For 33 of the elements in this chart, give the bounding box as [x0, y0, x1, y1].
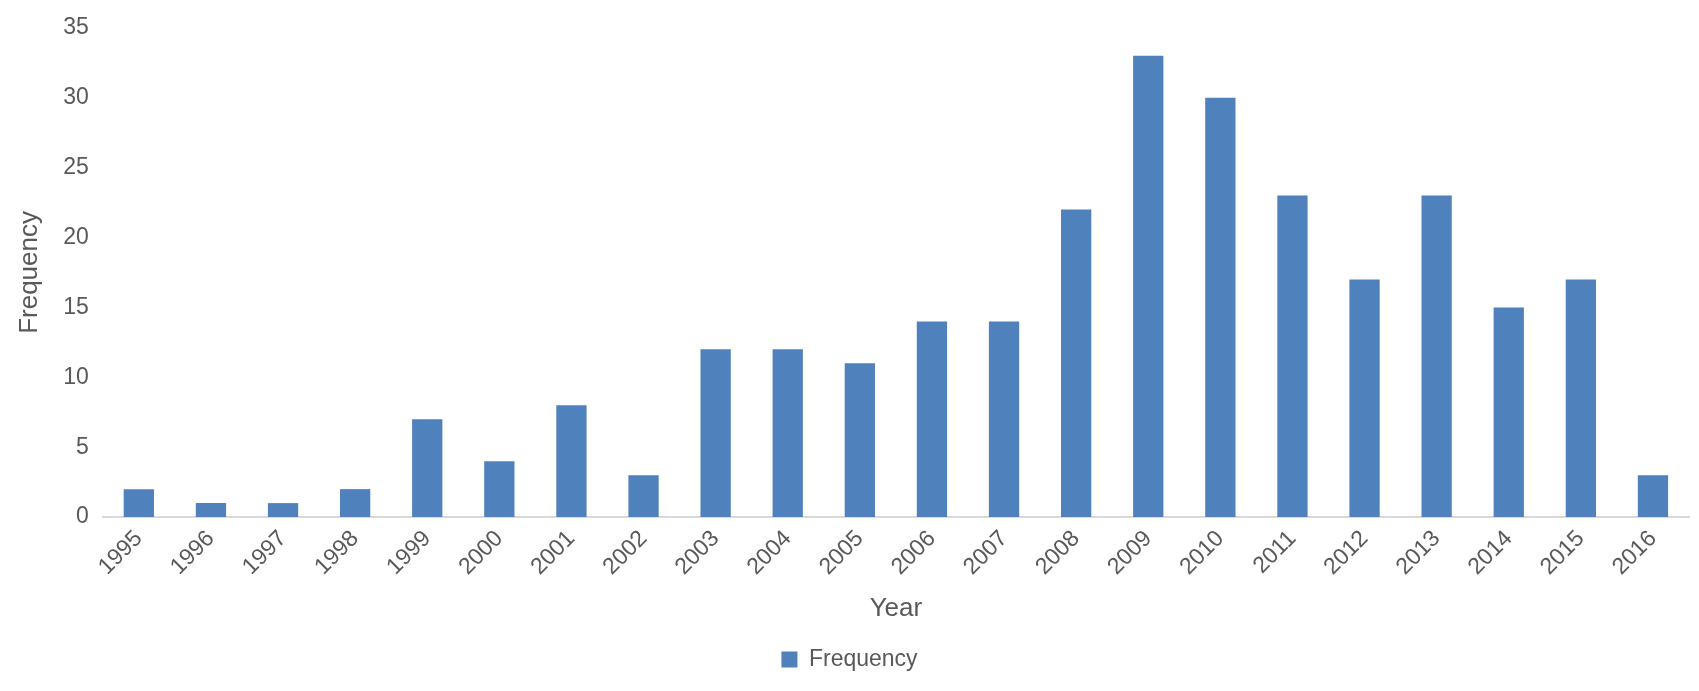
x-axis-title: Year: [869, 591, 923, 622]
bar: [267, 503, 299, 518]
bar: [195, 503, 227, 518]
bar: [1349, 279, 1380, 518]
bar: [340, 489, 371, 518]
bar: [1493, 307, 1524, 518]
bar: [1205, 97, 1236, 518]
bar: [988, 321, 1020, 518]
bar: [628, 475, 659, 518]
legend-label: Frequency: [808, 644, 919, 671]
bar: [1133, 55, 1164, 518]
bar: [1061, 209, 1092, 518]
bar: [1565, 279, 1596, 518]
bar: [556, 405, 587, 518]
y-axis-title: Frequency: [12, 211, 43, 334]
bar: [1637, 475, 1669, 518]
y-tick-label: 5: [75, 432, 89, 459]
y-tick-label: 0: [75, 502, 89, 529]
bar: [700, 349, 731, 518]
bar: [1277, 195, 1308, 518]
y-tick-label: 25: [63, 152, 89, 179]
y-tick-label: 20: [63, 222, 89, 249]
y-tick-label: 15: [63, 292, 89, 319]
bar: [412, 419, 443, 518]
bar: [123, 489, 154, 518]
bar: [484, 461, 515, 518]
y-tick-label: 35: [63, 13, 89, 40]
bar: [916, 321, 948, 518]
y-tick-label: 10: [63, 362, 89, 389]
bar: [1421, 195, 1452, 518]
bar: [772, 349, 803, 518]
bar: [844, 363, 875, 518]
y-tick-label: 30: [63, 83, 89, 110]
